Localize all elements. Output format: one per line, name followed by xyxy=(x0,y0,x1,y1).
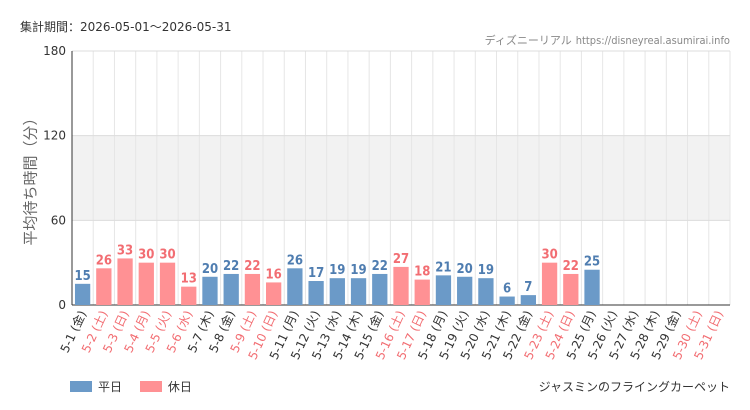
bar xyxy=(499,296,515,305)
legend-item-weekday[interactable]: 平日 xyxy=(70,378,122,395)
data-label: 6 xyxy=(503,282,511,297)
legend-label-holiday: 休日 xyxy=(167,380,192,394)
data-label: 13 xyxy=(181,272,197,287)
data-label: 16 xyxy=(266,267,282,282)
bar xyxy=(223,273,239,305)
bar xyxy=(287,268,303,305)
shaded-band xyxy=(72,135,730,221)
bar xyxy=(393,266,409,305)
y-tick-label: 60 xyxy=(51,213,66,227)
source-url[interactable]: https://disneyreal.asumirai.info xyxy=(575,34,730,47)
bar xyxy=(329,278,345,305)
source-name: ディズニーリアル xyxy=(484,34,572,47)
legend-label-weekday: 平日 xyxy=(98,380,123,394)
bar xyxy=(520,295,536,305)
data-label: 19 xyxy=(478,263,494,278)
data-label: 19 xyxy=(350,263,366,278)
data-label: 22 xyxy=(244,259,260,274)
data-label: 25 xyxy=(584,255,600,270)
y-tick-label: 0 xyxy=(58,298,66,312)
bar xyxy=(350,278,367,305)
bar xyxy=(159,262,176,305)
bar xyxy=(181,286,197,305)
legend-item-holiday[interactable]: 休日 xyxy=(139,378,192,395)
data-label: 26 xyxy=(287,253,303,268)
data-label: 30 xyxy=(159,248,175,263)
data-label: 15 xyxy=(74,269,90,284)
period-label: 集計期間：2026-05-01～2026-05-31 xyxy=(20,20,232,34)
bar xyxy=(266,282,282,305)
bar xyxy=(563,273,579,305)
bar xyxy=(584,269,600,305)
data-label: 20 xyxy=(202,262,218,277)
bar xyxy=(457,276,473,305)
legend-swatch-holiday xyxy=(139,381,162,392)
data-label: 22 xyxy=(372,259,388,274)
bar xyxy=(541,262,558,305)
data-label: 27 xyxy=(393,252,409,267)
legend-swatch-weekday xyxy=(70,381,92,392)
bar xyxy=(308,281,324,305)
data-label: 30 xyxy=(541,248,557,263)
data-label: 22 xyxy=(223,259,239,274)
bar xyxy=(372,273,388,305)
attraction-name: ジャスミンのフライングカーペット xyxy=(538,380,730,394)
y-tick-label: 180 xyxy=(43,44,66,58)
bar xyxy=(478,278,494,305)
bar xyxy=(96,268,112,305)
bar xyxy=(138,262,154,305)
bar xyxy=(414,279,430,305)
data-label: 18 xyxy=(414,265,430,280)
bar xyxy=(117,258,133,305)
data-label: 17 xyxy=(308,266,324,281)
data-label: 26 xyxy=(96,253,112,268)
data-label: 33 xyxy=(117,243,133,258)
legend: 平日 休日 xyxy=(70,378,206,395)
bar xyxy=(74,283,91,305)
bar xyxy=(244,273,261,305)
data-label: 30 xyxy=(138,248,154,263)
data-label: 19 xyxy=(329,263,345,278)
bar xyxy=(435,275,452,305)
data-label: 21 xyxy=(435,260,451,275)
data-label: 20 xyxy=(457,262,473,277)
data-label: 7 xyxy=(524,280,532,295)
data-label: 22 xyxy=(563,259,579,274)
source-credit: ディズニーリアル https://disneyreal.asumirai.info xyxy=(485,32,730,48)
bar xyxy=(202,276,218,305)
y-tick-label: 120 xyxy=(43,129,66,143)
